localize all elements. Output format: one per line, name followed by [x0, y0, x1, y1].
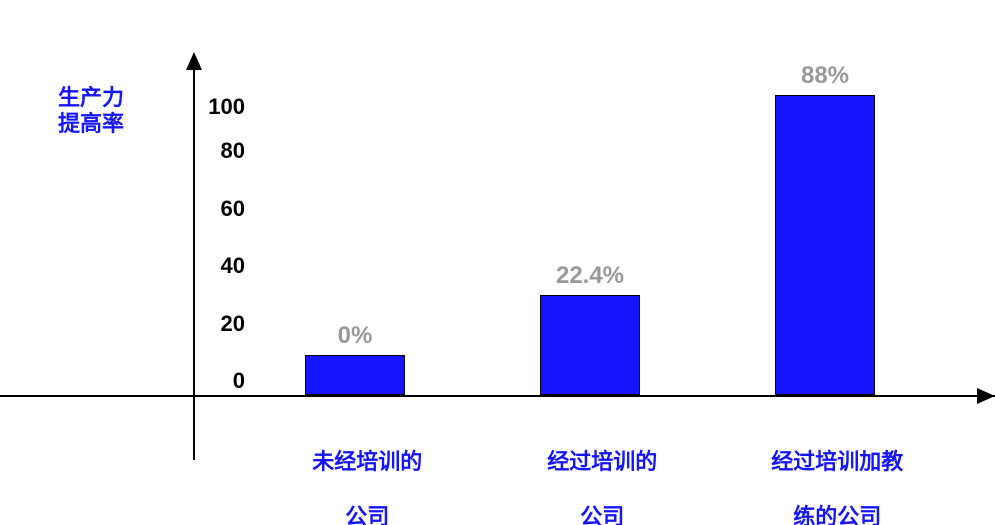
y-axis-title: 生产力 提高率 [58, 85, 124, 138]
ytick-0: 0 [185, 368, 245, 394]
bar-0 [305, 355, 405, 395]
bar-value-2: 88% [801, 62, 849, 90]
bar-2 [775, 95, 875, 395]
ytick-20: 20 [185, 311, 245, 337]
x-axis-line [0, 395, 995, 397]
category-label-1-line2: 公司 [580, 504, 624, 525]
category-label-2-line2: 练的公司 [793, 504, 881, 525]
ytick-80: 80 [185, 138, 245, 164]
bar-1 [540, 295, 640, 395]
ytick-40: 40 [185, 253, 245, 279]
category-label-2-line1: 经过培训加教 [771, 449, 903, 474]
y-axis-title-line2: 提高率 [58, 111, 124, 136]
category-label-0: 未经培训的 公司 [288, 420, 422, 525]
x-axis-arrow [977, 388, 995, 404]
category-label-0-line2: 公司 [345, 504, 389, 525]
category-label-0-line1: 未经培训的 [312, 449, 422, 474]
ytick-60: 60 [185, 196, 245, 222]
category-label-1: 经过培训的 公司 [523, 420, 657, 525]
category-label-1-line1: 经过培训的 [547, 449, 657, 474]
bar-chart: 生产力 提高率 0 20 40 60 80 100 0% 22.4% 88% 未… [0, 0, 995, 525]
y-axis-title-line1: 生产力 [58, 85, 124, 110]
y-axis-arrow [186, 52, 202, 70]
bar-value-1: 22.4% [556, 262, 624, 290]
ytick-100: 100 [185, 94, 245, 120]
category-label-2: 经过培训加教 练的公司 [747, 420, 903, 525]
bar-value-0: 0% [338, 322, 373, 350]
